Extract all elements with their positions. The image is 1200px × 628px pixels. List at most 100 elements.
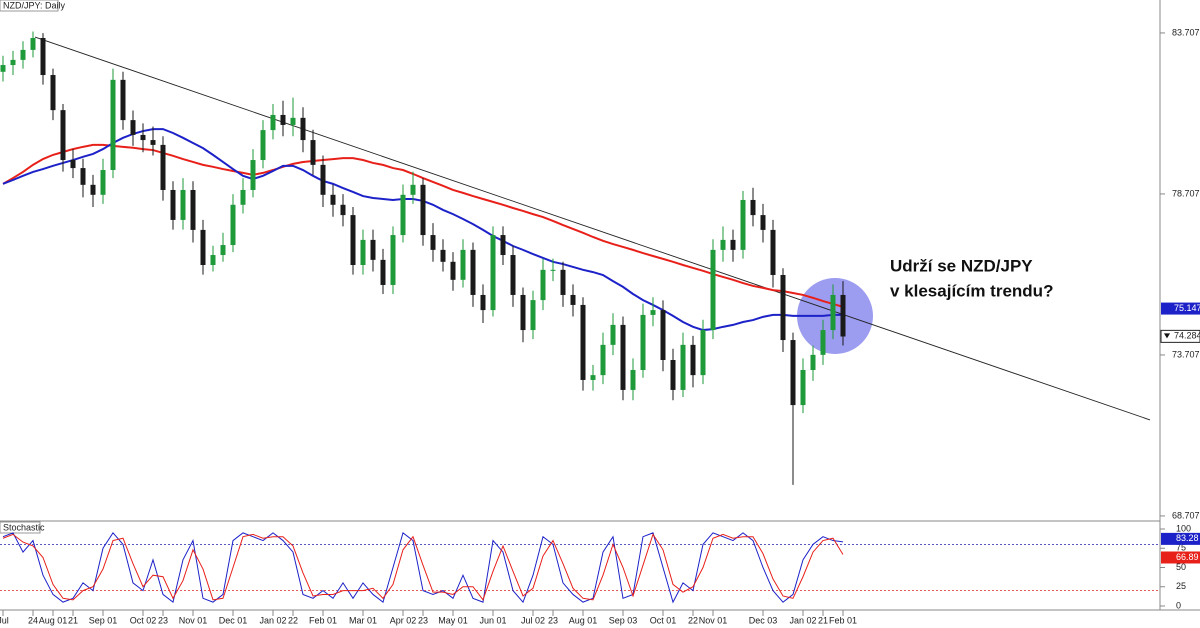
x-tick-label: Sep 03 (609, 615, 638, 625)
osc-tick-label: 75 (1176, 543, 1186, 553)
osc-value-tag (1161, 532, 1200, 545)
candle-body (810, 354, 816, 370)
x-tick-label: Aug 01 (39, 615, 68, 625)
x-tick-label: Nov 01 (179, 615, 208, 625)
x-tick-label: 22 (288, 615, 298, 625)
y-tick-label: 73.707 (1172, 349, 1200, 359)
candle-body (510, 255, 516, 295)
candle-body (360, 239, 366, 266)
candle-body (330, 194, 336, 205)
y-tick-label: 78.707 (1172, 188, 1200, 198)
candle-body (790, 340, 796, 406)
candle-body (420, 184, 426, 236)
candle-body (750, 199, 756, 216)
candle-body (760, 215, 766, 230)
candle-body (320, 164, 326, 195)
candle-body (390, 235, 396, 285)
y-tick-label: 83.707 (1172, 27, 1200, 37)
candle-body (650, 310, 656, 315)
candle-body (150, 140, 156, 145)
candle-body (520, 294, 526, 331)
candle-body (620, 324, 626, 390)
candle-body (170, 189, 176, 220)
oscillator-title-box (0, 521, 41, 534)
candle-body (630, 369, 636, 390)
osc-value-label: 83.28 (1176, 533, 1199, 543)
candle-body (230, 204, 236, 246)
x-tick-label: Jan 02 (789, 615, 816, 625)
candle-body (260, 130, 266, 161)
candle-body (40, 37, 46, 76)
x-tick-label: 21 (68, 615, 78, 625)
candle-body (590, 375, 596, 380)
candle-body (570, 294, 576, 305)
candle-body (240, 189, 246, 205)
candle-body (490, 235, 496, 311)
x-tick-label: Oct 02 (130, 615, 157, 625)
x-tick-label: 21 (818, 615, 828, 625)
candle-body (270, 114, 276, 131)
candle-body (200, 229, 206, 266)
annotation: v klesajícím trendu? (890, 281, 1053, 300)
stochastic-line (2, 532, 844, 604)
candle-body (580, 304, 586, 380)
candle-body (600, 344, 606, 376)
x-tick-label: Jul 02 (521, 615, 545, 625)
osc-value-label: 66.89 (1176, 552, 1199, 562)
trendline (34, 36, 1151, 421)
candle-body (350, 215, 356, 266)
last-price-label: 74.284 (1174, 331, 1200, 341)
candle-body (160, 144, 166, 190)
stochastic-line (2, 533, 844, 601)
last-price-tag (1160, 329, 1200, 343)
candle-body (20, 49, 26, 60)
candle-body (710, 249, 716, 331)
candle-body (670, 359, 676, 390)
candle-body (250, 160, 256, 190)
x-tick-label: Jul (0, 615, 9, 625)
candle-body (90, 184, 96, 195)
candle-body (540, 269, 546, 301)
x-tick-label: Aug 01 (569, 615, 598, 625)
x-tick-label: Feb 01 (309, 615, 337, 625)
candle-body (450, 261, 456, 280)
candle-body (340, 204, 346, 216)
x-tick-label: Dec 03 (749, 615, 778, 625)
annotation: Udrží se NZD/JPY (890, 256, 1033, 275)
x-tick-label: 22 (688, 615, 698, 625)
candle-body (280, 114, 286, 125)
oscillator-title: Stochastic (3, 522, 45, 532)
osc-tick-label: 50 (1176, 562, 1186, 572)
candle-body (680, 344, 686, 390)
candle-body (560, 269, 566, 295)
candle-body (100, 170, 106, 195)
x-tick-label: Jan 02 (259, 615, 286, 625)
candle-body (830, 294, 836, 331)
candle-body (640, 314, 646, 370)
candle-body (400, 194, 406, 236)
y-tick-label: 68.707 (1172, 510, 1200, 520)
candle-body (130, 120, 136, 135)
x-tick-label: Jun 01 (479, 615, 506, 625)
osc-tick-label: 0 (1176, 600, 1181, 610)
candle-body (820, 330, 826, 355)
x-tick-label: Oct 01 (650, 615, 677, 625)
title-box (0, 0, 59, 12)
candle-body (470, 249, 476, 295)
osc-tick-label: 100 (1176, 523, 1191, 533)
osc-tick-label: 25 (1176, 581, 1186, 591)
x-tick-label: 24 (28, 615, 38, 625)
candle-body (190, 189, 196, 230)
candle-body (720, 239, 726, 250)
candle-body (500, 235, 506, 256)
ma-price-tag (1161, 302, 1200, 315)
candle-body (460, 249, 466, 280)
candle-body (550, 269, 556, 271)
candle-body (80, 168, 86, 185)
candle-body (840, 294, 846, 337)
candle-body (480, 294, 486, 311)
x-tick-label: 23 (158, 615, 168, 625)
candle-body (210, 255, 216, 266)
